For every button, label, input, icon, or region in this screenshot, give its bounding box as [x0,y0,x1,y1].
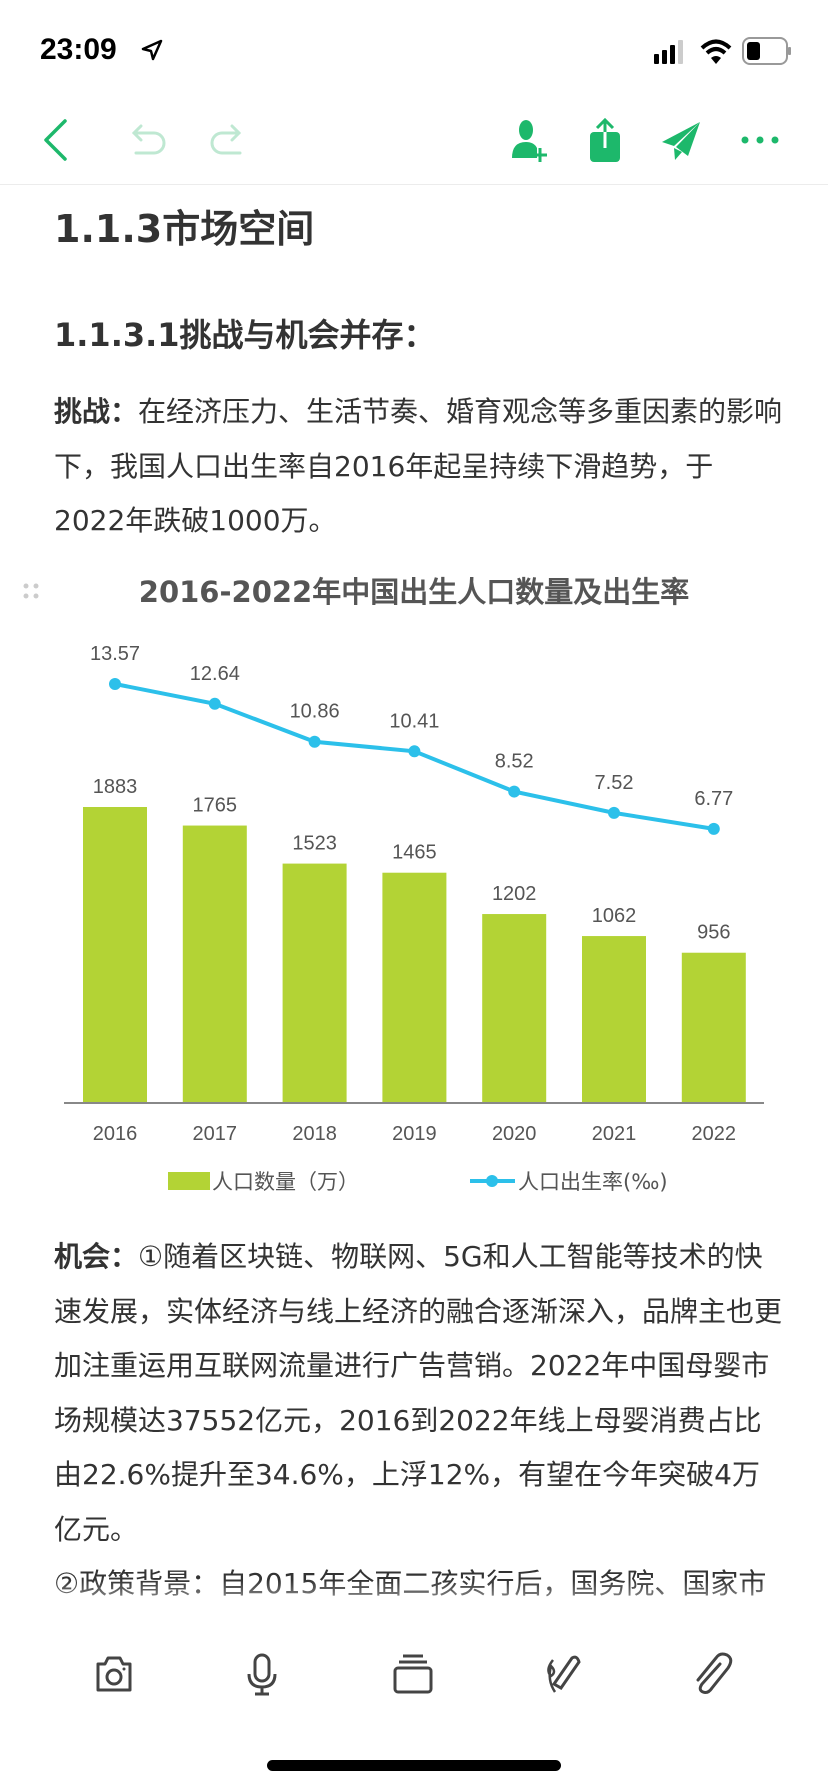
x-tick-2018: 2018 [292,1123,337,1145]
send-icon[interactable] [660,120,702,162]
rate-label-2020: 8.52 [495,751,534,773]
handwriting-pen-icon[interactable] [541,1652,585,1696]
redo-icon[interactable] [206,122,246,162]
rate-point-2016 [109,678,121,690]
bar-2020 [482,914,547,1103]
add-collaborator-icon[interactable] [510,118,550,164]
rate-point-2022 [707,822,720,835]
microphone-icon[interactable] [240,1652,284,1696]
legend-bar-label: 人口数量（万） [212,1170,359,1194]
home-indicator[interactable] [267,1760,561,1771]
more-icon[interactable] [740,134,780,146]
rate-label-2016: 13.57 [90,643,140,665]
opportunity-paragraph: 机会：①随着区块链、物联网、5G和人工智能等技术的快速发展，实体经济与线上经济的… [54,1230,784,1620]
camera-icon[interactable] [92,1652,136,1696]
bar-label-2017: 1765 [193,795,238,817]
battery-icon [742,37,791,65]
heading-1: 1.1.3市场空间 [54,207,315,251]
bar-label-2021: 1062 [592,905,637,927]
legend-line-marker [486,1175,498,1187]
signal-icon [654,40,683,64]
bar-label-2020: 1202 [492,883,537,905]
legend-bar-swatch [168,1172,210,1190]
back-chevron-icon[interactable] [40,118,70,162]
challenge-text: 在经济压力、生活节奏、婚育观念等多重因素的影响下，我国人口出生率自2016年起呈… [54,395,783,537]
bar-2017 [182,825,247,1103]
rate-label-2022: 6.77 [694,788,733,810]
opportunity-label: 机会： [54,1240,139,1273]
rate-point-2017 [208,697,221,710]
birth-chart: 2016-2022年中国出生人口数量及出生率 1883 2016 1765 2017 15… [64,575,764,1194]
rate-label-2019: 10.41 [389,710,439,732]
heading-2: 1.1.3.1挑战与机会并存： [54,316,436,354]
status-time: 23:09 [40,33,117,66]
share-export-icon[interactable] [588,118,622,164]
drag-handle-icon[interactable] [22,582,42,602]
bar-label-2016: 1883 [93,776,138,798]
rate-label-2018: 10.86 [290,701,340,723]
bar-2022 [681,952,746,1103]
rate-label-2017: 12.64 [190,663,240,685]
location-arrow-icon [141,39,163,61]
rate-point-2021 [608,806,620,819]
x-tick-2019: 2019 [392,1123,437,1145]
x-tick-2021: 2021 [592,1123,637,1145]
x-tick-2022: 2022 [692,1123,737,1145]
bar-2021 [582,936,646,1103]
toolbar-divider [0,184,828,185]
rate-point-2019 [408,745,421,758]
bar-2016 [83,807,147,1103]
bar-label-2022: 956 [697,922,730,944]
rate-point-2020 [508,785,521,798]
challenge-label: 挑战： [54,395,139,428]
rate-label-2021: 7.52 [595,772,634,794]
paperclip-icon[interactable] [690,1652,734,1696]
card-stack-icon[interactable] [391,1652,435,1696]
x-tick-2016: 2016 [93,1123,138,1145]
wifi-icon [700,39,732,64]
x-tick-2017: 2017 [193,1123,238,1145]
legend-line-label: 人口出生率(‰) [518,1170,668,1194]
note-content[interactable]: 1.1.3市场空间 1.1.3.1挑战与机会并存： 挑战：在经济压力、生活节奏、… [0,190,828,1620]
challenge-paragraph: 挑战：在经济压力、生活节奏、婚育观念等多重因素的影响下，我国人口出生率自2016… [54,385,784,549]
x-tick-2020: 2020 [492,1123,537,1145]
undo-icon[interactable] [130,122,170,162]
bar-label-2019: 1465 [392,842,437,864]
bar-label-2018: 1523 [292,833,337,855]
chart-title: 2016-2022年中国出生人口数量及出生率 [139,575,689,609]
content-fade [0,1580,828,1625]
bar-2018 [282,863,347,1103]
rate-point-2018 [308,735,321,748]
opportunity-text: ①随着区块链、物联网、5G和人工智能等技术的快速发展，实体经济与线上经济的融合逐… [54,1240,783,1546]
bar-2019 [382,872,447,1103]
